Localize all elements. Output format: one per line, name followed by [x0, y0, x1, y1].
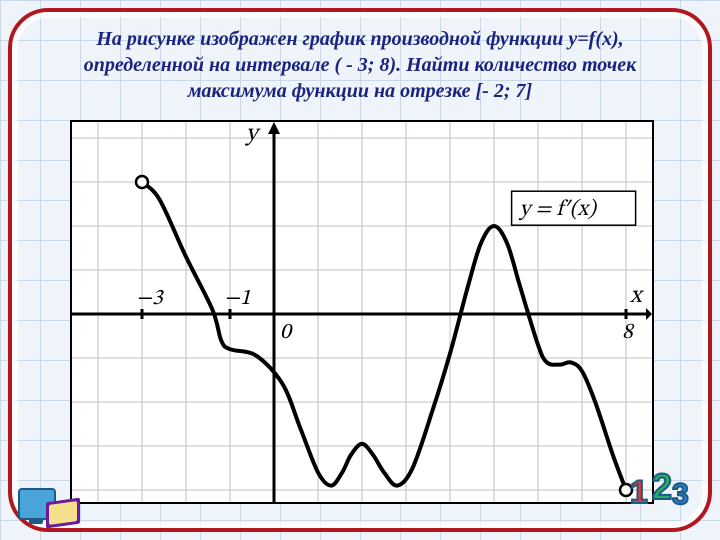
decor-number-1: 1 — [630, 474, 648, 511]
svg-text:0: 0 — [280, 322, 293, 344]
question-line-2: определенной на интервале ( - 3; 8). Най… — [84, 54, 636, 76]
svg-text:−1: −1 — [224, 288, 251, 310]
svg-text:x: x — [629, 284, 644, 308]
svg-text:−3: −3 — [136, 288, 165, 310]
decor-number-3: 3 — [672, 478, 689, 512]
svg-text:y = f′(x): y = f′(x) — [518, 198, 598, 221]
book-icon — [46, 498, 80, 529]
decor-number-2: 2 — [652, 466, 672, 508]
decor-computer-and-book — [16, 470, 80, 526]
derivative-chart: −3 −1 0 8 y x y = f′(x) — [70, 120, 654, 504]
svg-text:y: y — [244, 122, 261, 146]
question-text: На рисунке изображен график производной … — [40, 26, 680, 104]
decor-numbers: 1 2 3 — [630, 468, 700, 524]
question-line-1: На рисунке изображен график производной … — [96, 28, 623, 50]
svg-text:8: 8 — [622, 322, 635, 344]
question-line-3: максимума функции на отрезке [- 2; 7] — [188, 80, 532, 102]
